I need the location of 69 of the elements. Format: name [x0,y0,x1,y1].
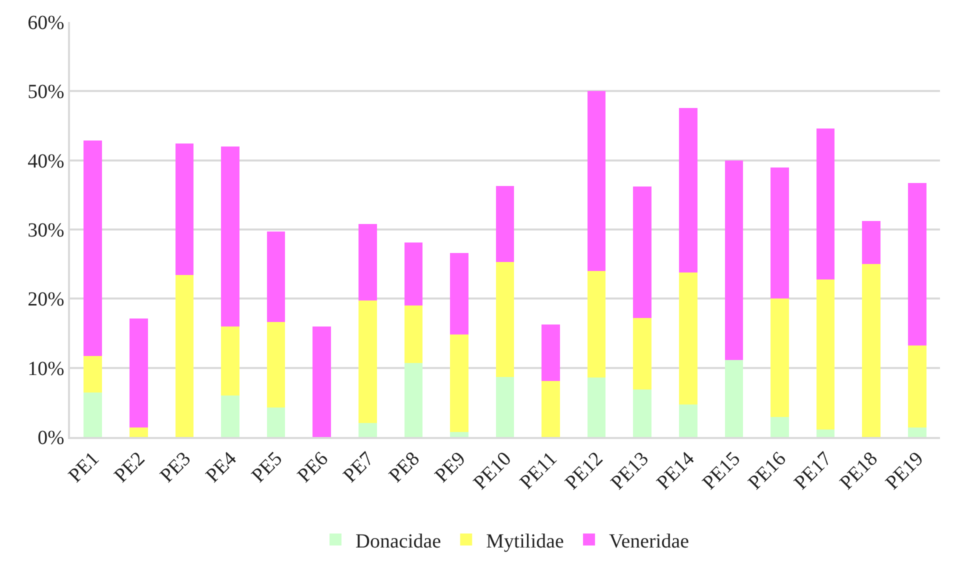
bar [266,407,286,437]
bar [130,427,148,437]
bar [679,108,698,272]
bar [175,275,194,437]
bar [542,324,560,381]
y-tick-label: 10% [28,358,64,380]
y-tick-label: 60% [28,12,64,34]
bar [862,264,880,437]
bar [816,429,835,437]
y-tick-label: 0% [38,427,64,449]
y-tick-label: 30% [28,220,64,242]
x-tick-label: PE4 [202,448,241,487]
x-tick-label: PE8 [384,448,424,487]
bar [542,380,560,437]
bar [84,356,102,393]
bar [404,242,423,306]
bar [679,272,698,404]
bar [587,378,606,437]
bar [724,360,744,437]
bar [450,432,468,437]
bar [496,186,514,262]
bar [358,300,377,424]
bar [679,404,698,437]
bar [908,427,926,437]
x-tick-label: PE2 [110,448,150,487]
bar [312,326,331,437]
bar [175,144,194,276]
bar [404,306,423,363]
bar [724,160,744,360]
bar [450,253,468,335]
bar [404,362,423,437]
bar [496,262,514,377]
legend-label: Veneridae [609,530,690,552]
legend-label: Donacidae [356,530,442,552]
x-tick-label: PE5 [248,448,287,487]
bar [633,389,652,437]
bar [908,183,926,346]
bar [221,146,240,326]
legend-label: Mytilidae [486,530,564,552]
x-tick-label: PE3 [156,448,196,487]
bar [816,128,835,280]
x-tick-label: PE1 [64,448,104,487]
bar [84,392,102,437]
bar [587,91,606,271]
bar [908,346,926,428]
bar [770,298,789,417]
x-tick-label: PE9 [430,448,470,487]
bar [358,224,377,301]
bar [496,376,514,437]
bar [358,423,377,437]
bar [862,221,880,264]
bar [633,318,652,390]
y-tick-label: 20% [28,288,64,311]
bar [450,334,468,432]
bar [816,279,835,430]
bar [770,416,789,437]
bar [130,318,148,428]
bar [266,232,286,322]
bar [221,396,240,437]
bar [84,140,102,356]
bar [266,322,286,408]
bar [633,186,652,318]
x-tick-label: PE6 [293,448,332,487]
x-tick-label: PE7 [339,448,378,487]
bar [221,326,240,396]
y-tick-label: 40% [28,150,64,172]
bar [587,271,606,378]
bar [770,167,789,299]
y-tick-label: 50% [28,81,64,104]
